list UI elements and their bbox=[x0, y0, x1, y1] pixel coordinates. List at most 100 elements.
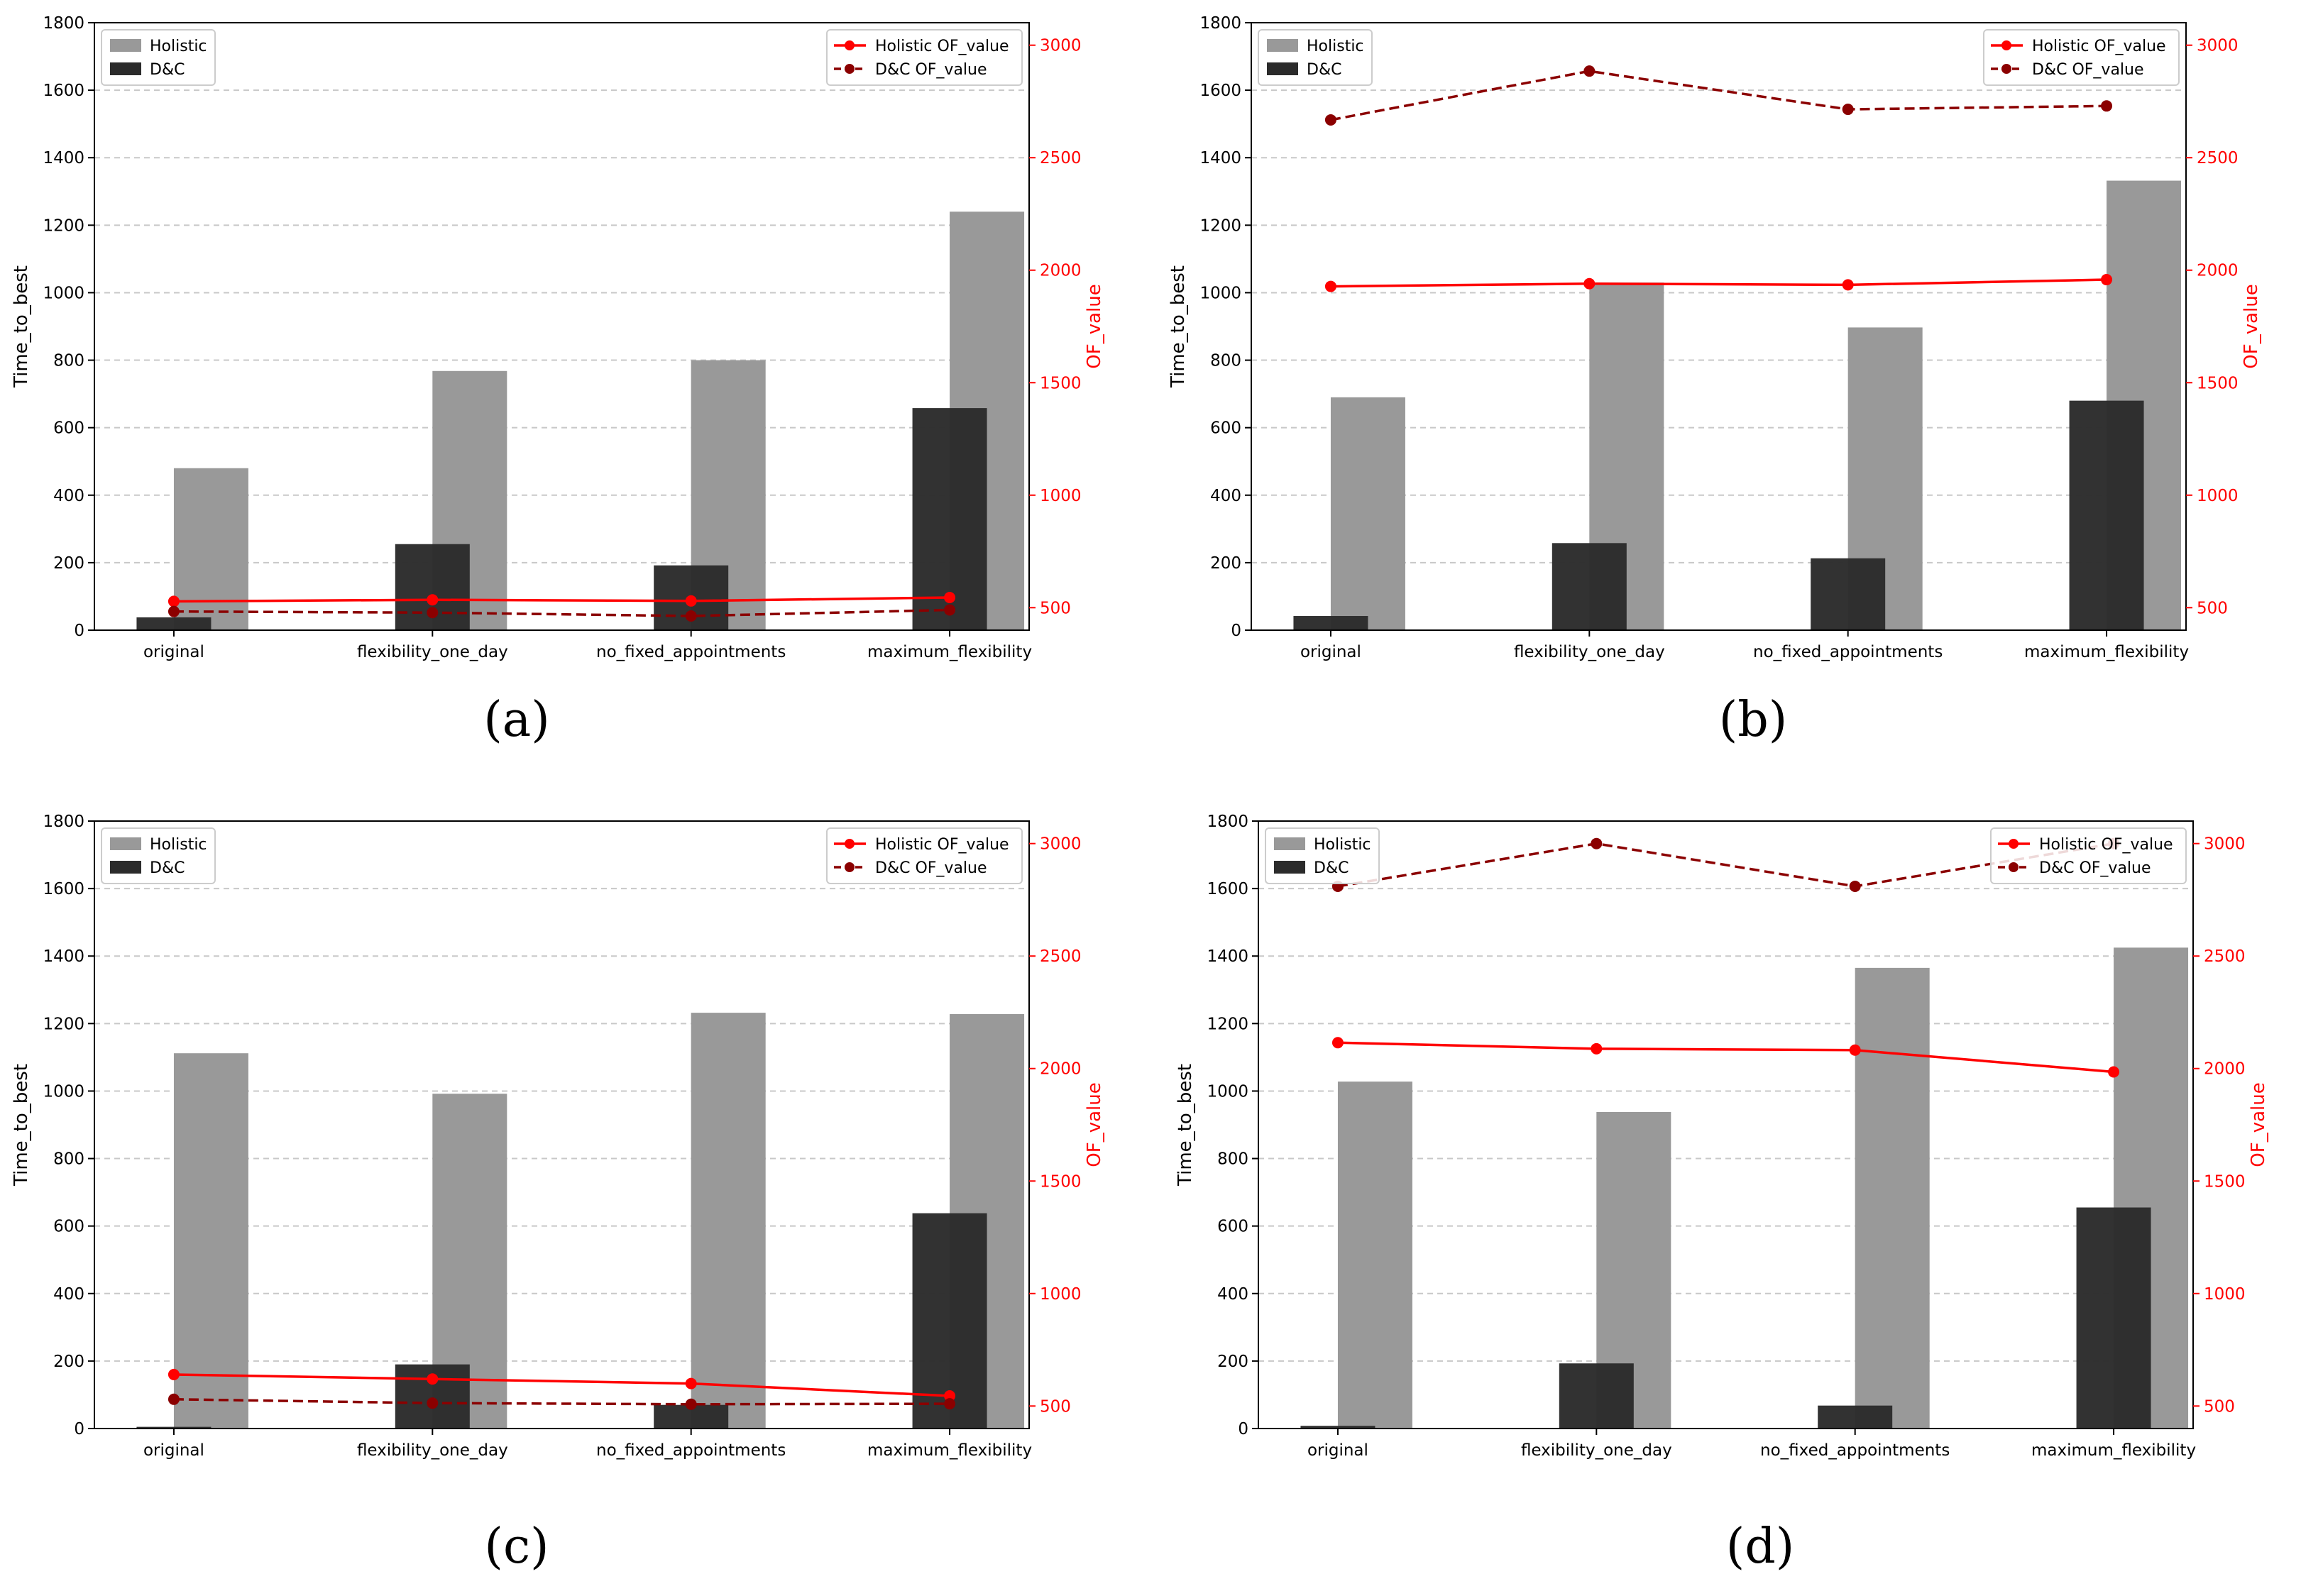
left-tick-label: 400 bbox=[1217, 1285, 1248, 1304]
line-holistic-of bbox=[1330, 278, 2107, 288]
y2-axis-title: OF_value bbox=[1084, 284, 1105, 368]
left-tick-label: 1200 bbox=[43, 216, 84, 235]
left-tick-label: 1000 bbox=[1207, 1082, 1248, 1101]
legend-label-dc-of: D&C OF_value bbox=[2032, 61, 2144, 79]
right-tick-label: 2500 bbox=[2204, 947, 2246, 966]
line-holistic-of bbox=[173, 596, 950, 603]
left-tick-label: 0 bbox=[74, 622, 84, 640]
bar-holistic bbox=[1855, 967, 1930, 1429]
y-axis-title: Time_to_best bbox=[11, 265, 32, 388]
y-axis-title: Time_to_best bbox=[11, 1064, 32, 1187]
legend-swatch-dc bbox=[1274, 861, 1305, 874]
x-tick-label: no_fixed_appointments bbox=[596, 1441, 786, 1460]
line-holistic-of bbox=[173, 1373, 950, 1397]
point-holistic-of bbox=[944, 592, 956, 604]
bar-dc bbox=[2069, 400, 2144, 630]
right-tick-label: 500 bbox=[1040, 1397, 1071, 1416]
right-tick-label: 2500 bbox=[2197, 149, 2239, 167]
left-tick-label: 1400 bbox=[43, 149, 84, 167]
panel-label-a: (a) bbox=[483, 692, 550, 748]
left-tick-label: 800 bbox=[53, 1150, 84, 1169]
left-tick-label: 1600 bbox=[43, 880, 84, 898]
point-dc-of bbox=[1849, 880, 1861, 892]
point-holistic-of bbox=[685, 595, 697, 607]
point-dc-of bbox=[427, 607, 439, 619]
left-tick-label: 1000 bbox=[43, 1082, 84, 1101]
point-dc-of bbox=[685, 610, 697, 622]
point-holistic-of bbox=[427, 1373, 439, 1385]
left-tick-label: 1800 bbox=[43, 813, 84, 831]
y2-axis-title: OF_value bbox=[1084, 1082, 1105, 1167]
legend-label-dc: D&C bbox=[150, 859, 185, 877]
right-tick-label: 1500 bbox=[2204, 1172, 2246, 1191]
point-holistic-of bbox=[168, 1368, 180, 1380]
bar-dc bbox=[136, 617, 212, 630]
bar-holistic bbox=[691, 1013, 766, 1429]
left-tick-label: 600 bbox=[53, 419, 84, 438]
plot-frame bbox=[1251, 22, 2187, 631]
left-tick-label: 200 bbox=[1210, 554, 1241, 573]
chart-svg-b: 0 200 400 600 800 1000 1200 1400 1600 1800 500 1000… bbox=[1168, 14, 2262, 661]
left-tick-label: 1800 bbox=[1207, 813, 1248, 831]
legend-marker-dc bbox=[2009, 862, 2019, 872]
left-tick-label: 200 bbox=[53, 1353, 84, 1371]
x-tick-label: no_fixed_appointments bbox=[596, 643, 786, 661]
line-holistic-of bbox=[1337, 1041, 2114, 1074]
legend-label-dc: D&C bbox=[150, 61, 185, 79]
left-tick-label: 1000 bbox=[43, 284, 84, 302]
plot-frame bbox=[1258, 820, 2194, 1429]
right-tick-label: 3000 bbox=[1040, 37, 1082, 55]
point-holistic-of bbox=[685, 1377, 697, 1389]
bar-holistic bbox=[173, 1053, 248, 1429]
point-dc-of bbox=[1583, 65, 1596, 77]
legend-label-holistic-of: Holistic OF_value bbox=[875, 836, 1009, 854]
point-holistic-of bbox=[944, 1390, 956, 1402]
legend-swatch-dc bbox=[110, 62, 141, 75]
right-tick-label: 3000 bbox=[1040, 835, 1082, 854]
left-tick-label: 0 bbox=[1231, 622, 1241, 640]
left-tick-label: 800 bbox=[1217, 1150, 1248, 1169]
legend-label-holistic-of: Holistic OF_value bbox=[2032, 38, 2166, 55]
bar-dc bbox=[1300, 1426, 1375, 1429]
legend-lines-box bbox=[826, 29, 1023, 86]
left-tick-label: 600 bbox=[1210, 419, 1241, 438]
left-tick-label: 1400 bbox=[43, 947, 84, 966]
point-dc-of bbox=[1591, 837, 1603, 849]
left-tick-label: 200 bbox=[53, 554, 84, 573]
legend-label-dc-of: D&C OF_value bbox=[2039, 859, 2151, 877]
point-dc-of bbox=[427, 1397, 439, 1409]
point-holistic-of bbox=[2101, 274, 2113, 286]
bar-dc bbox=[1811, 558, 1886, 630]
point-dc-of bbox=[944, 604, 956, 616]
right-tick-label: 500 bbox=[2204, 1397, 2235, 1416]
plot-frame bbox=[94, 820, 1030, 1429]
right-tick-label: 2500 bbox=[1040, 149, 1082, 167]
legend-swatch-holistic bbox=[110, 837, 141, 850]
left-tick-label: 1200 bbox=[1207, 1015, 1248, 1033]
right-tick-label: 1500 bbox=[2197, 374, 2239, 392]
chart-svg-d: 0 200 400 600 800 1000 1200 1400 1600 1800 500 1000… bbox=[1175, 813, 2269, 1460]
bar-holistic bbox=[1330, 397, 1405, 630]
legend-label-holistic-of: Holistic OF_value bbox=[875, 38, 1009, 55]
point-holistic-of bbox=[168, 595, 180, 607]
right-tick-label: 2000 bbox=[2204, 1060, 2246, 1079]
legend-label-holistic: Holistic bbox=[1314, 836, 1371, 854]
point-dc-of bbox=[168, 605, 180, 617]
left-tick-label: 1400 bbox=[1207, 947, 1248, 966]
x-tick-label: flexibility_one_day bbox=[1514, 643, 1665, 661]
left-tick-label: 600 bbox=[1217, 1218, 1248, 1236]
point-holistic-of bbox=[1849, 1044, 1861, 1056]
left-tick-label: 200 bbox=[1217, 1353, 1248, 1371]
x-tick-label: original bbox=[143, 1441, 204, 1460]
legend-marker-dc bbox=[845, 862, 855, 872]
panel-label-c: (c) bbox=[484, 1519, 549, 1575]
legend-swatch-dc bbox=[110, 861, 141, 874]
point-holistic-of bbox=[1591, 1042, 1603, 1055]
left-tick-label: 0 bbox=[1238, 1420, 1248, 1438]
y2-axis-title: OF_value bbox=[2248, 1082, 2269, 1167]
line-dc-of bbox=[1337, 842, 2114, 888]
left-tick-label: 1200 bbox=[1199, 216, 1241, 235]
left-tick-label: 1200 bbox=[43, 1015, 84, 1033]
point-holistic-of bbox=[1842, 279, 1854, 291]
left-tick-label: 1000 bbox=[1199, 284, 1241, 302]
